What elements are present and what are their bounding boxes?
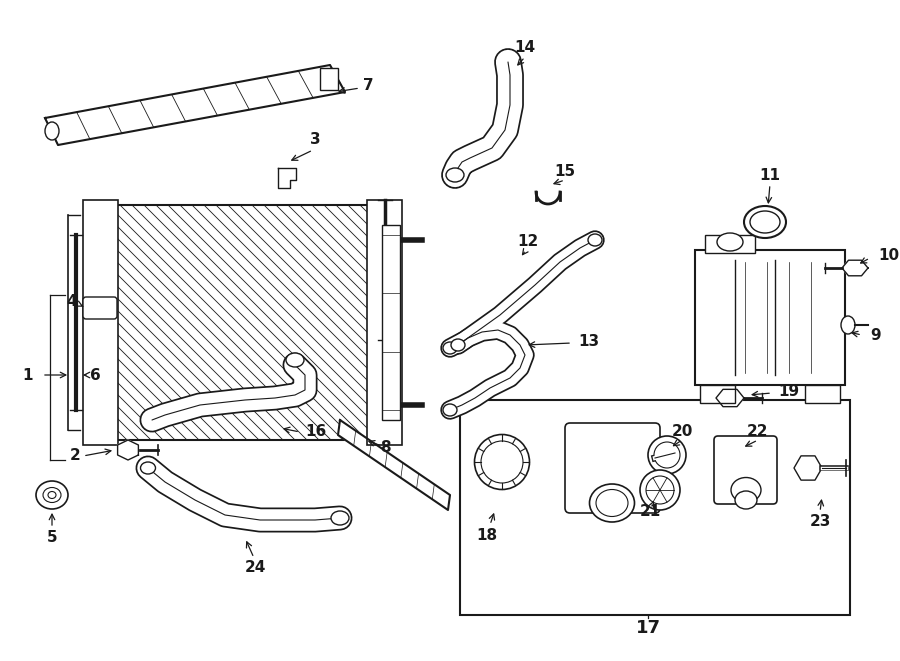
Bar — [705, 235, 755, 253]
Ellipse shape — [640, 470, 680, 510]
Ellipse shape — [717, 233, 743, 251]
Text: 18: 18 — [476, 527, 498, 543]
Text: 23: 23 — [809, 514, 831, 529]
Ellipse shape — [48, 492, 56, 498]
Text: 14: 14 — [515, 40, 536, 56]
Ellipse shape — [735, 491, 757, 509]
Text: 13: 13 — [578, 334, 599, 350]
Bar — [695, 250, 845, 385]
Ellipse shape — [646, 476, 674, 504]
Ellipse shape — [596, 490, 628, 516]
FancyBboxPatch shape — [565, 423, 660, 513]
Text: 22: 22 — [747, 424, 769, 440]
Ellipse shape — [590, 484, 634, 522]
Text: 15: 15 — [554, 165, 576, 180]
Text: 24: 24 — [244, 561, 266, 576]
Polygon shape — [338, 420, 450, 510]
Bar — [382, 225, 400, 420]
Ellipse shape — [451, 339, 465, 351]
Ellipse shape — [841, 316, 855, 334]
Text: 1: 1 — [22, 368, 33, 383]
Ellipse shape — [331, 511, 349, 525]
Bar — [83, 200, 118, 445]
FancyBboxPatch shape — [714, 436, 777, 504]
Text: 11: 11 — [760, 167, 780, 182]
Ellipse shape — [744, 206, 786, 238]
Bar — [805, 385, 840, 403]
Bar — [115, 205, 370, 440]
Text: 6: 6 — [90, 368, 101, 383]
Text: 3: 3 — [310, 132, 320, 147]
Bar — [460, 400, 850, 615]
Ellipse shape — [648, 436, 686, 474]
Ellipse shape — [588, 234, 602, 246]
Text: 21: 21 — [639, 504, 661, 520]
Bar — [320, 68, 338, 90]
Polygon shape — [45, 65, 345, 145]
Text: 16: 16 — [305, 424, 326, 440]
Ellipse shape — [43, 488, 61, 502]
Text: 17: 17 — [635, 619, 661, 637]
Polygon shape — [842, 260, 868, 276]
Ellipse shape — [286, 353, 304, 367]
Ellipse shape — [446, 168, 464, 182]
Polygon shape — [278, 168, 296, 188]
Text: 19: 19 — [778, 385, 799, 399]
FancyBboxPatch shape — [83, 297, 117, 319]
Ellipse shape — [140, 462, 156, 474]
Ellipse shape — [474, 434, 529, 490]
Ellipse shape — [481, 441, 523, 483]
Text: 4: 4 — [67, 295, 77, 309]
Text: 12: 12 — [518, 235, 538, 249]
Polygon shape — [118, 440, 139, 460]
Text: 7: 7 — [363, 77, 374, 93]
Text: 2: 2 — [69, 449, 80, 463]
Ellipse shape — [45, 122, 59, 140]
Polygon shape — [794, 456, 822, 480]
Polygon shape — [716, 389, 744, 407]
Text: 9: 9 — [870, 327, 880, 342]
Bar — [700, 385, 735, 403]
Ellipse shape — [731, 477, 761, 502]
Ellipse shape — [750, 211, 780, 233]
Ellipse shape — [443, 404, 457, 416]
Text: 20: 20 — [671, 424, 693, 440]
Ellipse shape — [36, 481, 68, 509]
Ellipse shape — [443, 342, 457, 354]
Text: 10: 10 — [878, 247, 899, 262]
Ellipse shape — [654, 442, 680, 468]
Text: 5: 5 — [47, 531, 58, 545]
Text: 8: 8 — [380, 440, 391, 455]
Bar — [367, 200, 402, 445]
